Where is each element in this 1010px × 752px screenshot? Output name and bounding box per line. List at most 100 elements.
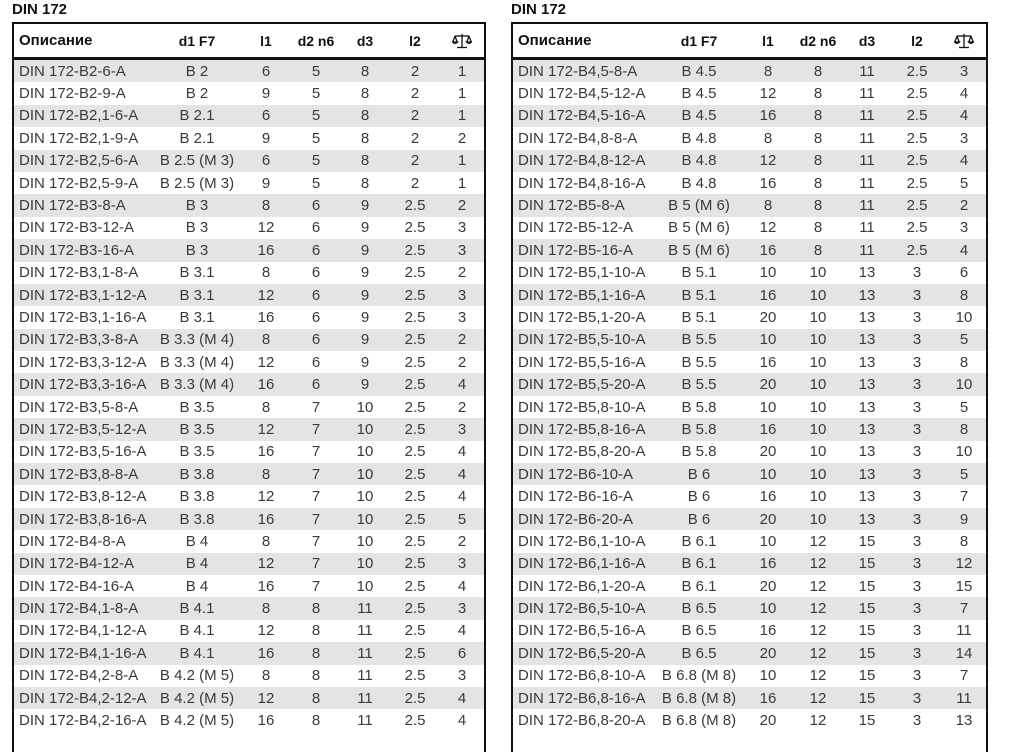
cell: 11	[859, 129, 875, 147]
cell: 3	[912, 532, 922, 550]
cell: 10	[759, 600, 777, 618]
table-row: DIN 172-B5-16-A B 5 (M 6) 16 8 11 2.5 4	[513, 239, 986, 262]
cell: DIN 172-B6,5-16-A	[518, 622, 646, 640]
cell: DIN 172-B5-8-A	[518, 197, 625, 215]
cell: 2.5	[906, 197, 928, 215]
cell: DIN 172-B3,8-12-A	[19, 488, 147, 506]
cell: 9	[261, 129, 271, 147]
cell: 6	[311, 286, 321, 304]
cell: DIN 172-B6,5-10-A	[518, 600, 646, 618]
cell: 10	[356, 532, 374, 550]
cell: 3	[457, 420, 467, 438]
cell: 12	[809, 555, 827, 573]
cell: 7	[311, 443, 321, 461]
cell: DIN 172-B4,2-8-A	[19, 667, 139, 685]
cell: B 4.2 (M 5)	[159, 667, 235, 685]
cell: 3	[912, 398, 922, 416]
cell: B 3.8	[179, 465, 215, 483]
cell: 6	[959, 264, 969, 282]
cell: 3	[912, 264, 922, 282]
table-row: DIN 172-B6,8-20-A B 6.8 (M 8) 20 12 15 3 13	[513, 709, 986, 731]
table-row: DIN 172-B4-12-A B 4 12 7 10 2.5 3	[14, 552, 484, 575]
header-cell: Описание	[518, 32, 592, 49]
table: Описание d1 F7 l1 d2 n6 d3 l2 DIN 172-B2-6-A B …	[12, 22, 486, 752]
cell: 4	[457, 712, 467, 730]
cell: 5	[311, 85, 321, 103]
table-row: DIN 172-B3,3-12-A B 3.3 (M 4) 12 6 9 2.5 2	[14, 351, 484, 373]
cell: 4	[457, 443, 467, 461]
table-row: DIN 172-B6,1-16-A B 6.1 16 12 15 3 12	[513, 552, 986, 575]
cell: DIN 172-B4-8-A	[19, 532, 126, 550]
cell: 6	[311, 197, 321, 215]
table-row: DIN 172-B3,5-8-A B 3.5 8 7 10 2.5 2	[14, 396, 484, 418]
table: Описание d1 F7 l1 d2 n6 d3 l2 DIN 172-B4,5-8-A…	[511, 22, 988, 752]
cell: 3	[912, 465, 922, 483]
cell: 2.5	[404, 622, 426, 640]
cell: 10	[955, 443, 973, 461]
cell: 10	[809, 376, 827, 394]
header-icon	[440, 33, 484, 49]
cell: DIN 172-B4,8-12-A	[518, 152, 646, 170]
table-row: DIN 172-B4,5-16-A B 4.5 16 8 11 2.5 4	[513, 104, 986, 128]
cell: 12	[257, 555, 275, 573]
cell: 3	[912, 420, 922, 438]
cell: B 6.5	[681, 600, 717, 618]
cell: 9	[360, 264, 370, 282]
cell: 15	[858, 644, 876, 662]
cell: 2	[457, 532, 467, 550]
table-row: DIN 172-B3,8-12-A B 3.8 12 7 10 2.5 4	[14, 485, 484, 507]
cell: 2.5	[404, 600, 426, 618]
cell: B 5.1	[681, 308, 717, 326]
cell: DIN 172-B2,5-9-A	[19, 174, 139, 192]
cell: 10	[955, 376, 973, 394]
cell: 9	[261, 174, 271, 192]
table-row: DIN 172-B6-10-A B 6 10 10 13 3 5	[513, 463, 986, 486]
cell: 10	[356, 420, 374, 438]
cell: 8	[959, 420, 969, 438]
cell: 2.5	[404, 197, 426, 215]
cell: 2	[457, 331, 467, 349]
cell: 10	[356, 398, 374, 416]
cell: 16	[759, 555, 777, 573]
cell: 10	[809, 308, 827, 326]
cell: DIN 172-B6,1-20-A	[518, 577, 646, 595]
cell: 8	[261, 398, 271, 416]
table-row: DIN 172-B3,1-12-A B 3.1 12 6 9 2.5 3	[14, 283, 484, 307]
cell: B 6	[687, 465, 711, 483]
cell: 11	[956, 689, 972, 707]
cell: 2	[457, 398, 467, 416]
cell: 3	[457, 308, 467, 326]
table-title: DIN 172	[511, 1, 567, 18]
cell: 3	[457, 241, 467, 259]
table-row: DIN 172-B3,3-8-A B 3.3 (M 4) 8 6 9 2.5 2	[14, 328, 484, 352]
cell: 15	[858, 577, 876, 595]
cell: 1	[457, 174, 467, 192]
cell: 8	[959, 286, 969, 304]
cell: 20	[759, 308, 777, 326]
cell: 2.5	[906, 62, 928, 80]
weight-icon	[954, 33, 974, 48]
table-row: DIN 172-B3,8-16-A B 3.8 16 7 10 2.5 5	[14, 507, 484, 531]
cell: 4	[457, 577, 467, 595]
cell: 6	[261, 152, 271, 170]
cell: 5	[457, 510, 467, 528]
cell: 1	[457, 85, 467, 103]
cell: 3	[912, 689, 922, 707]
cell: 12	[257, 689, 275, 707]
table-row: DIN 172-B5-12-A B 5 (M 6) 12 8 11 2.5 3	[513, 217, 986, 239]
cell: 8	[360, 174, 370, 192]
cell: 4	[959, 107, 969, 125]
cell: 3	[912, 443, 922, 461]
cell: B 5.5	[681, 353, 717, 371]
cell: 12	[809, 532, 827, 550]
table-row: DIN 172-B4,8-8-A B 4.8 8 8 11 2.5 3	[513, 127, 986, 149]
cell: 6	[457, 644, 467, 662]
header-cell: Описание	[19, 32, 93, 49]
cell: 13	[858, 286, 876, 304]
cell: B 6	[687, 488, 711, 506]
cell: 12	[257, 488, 275, 506]
cell: 8	[360, 85, 370, 103]
cell: 10	[759, 398, 777, 416]
cell: 2	[410, 152, 420, 170]
cell: B 4.8	[681, 174, 717, 192]
